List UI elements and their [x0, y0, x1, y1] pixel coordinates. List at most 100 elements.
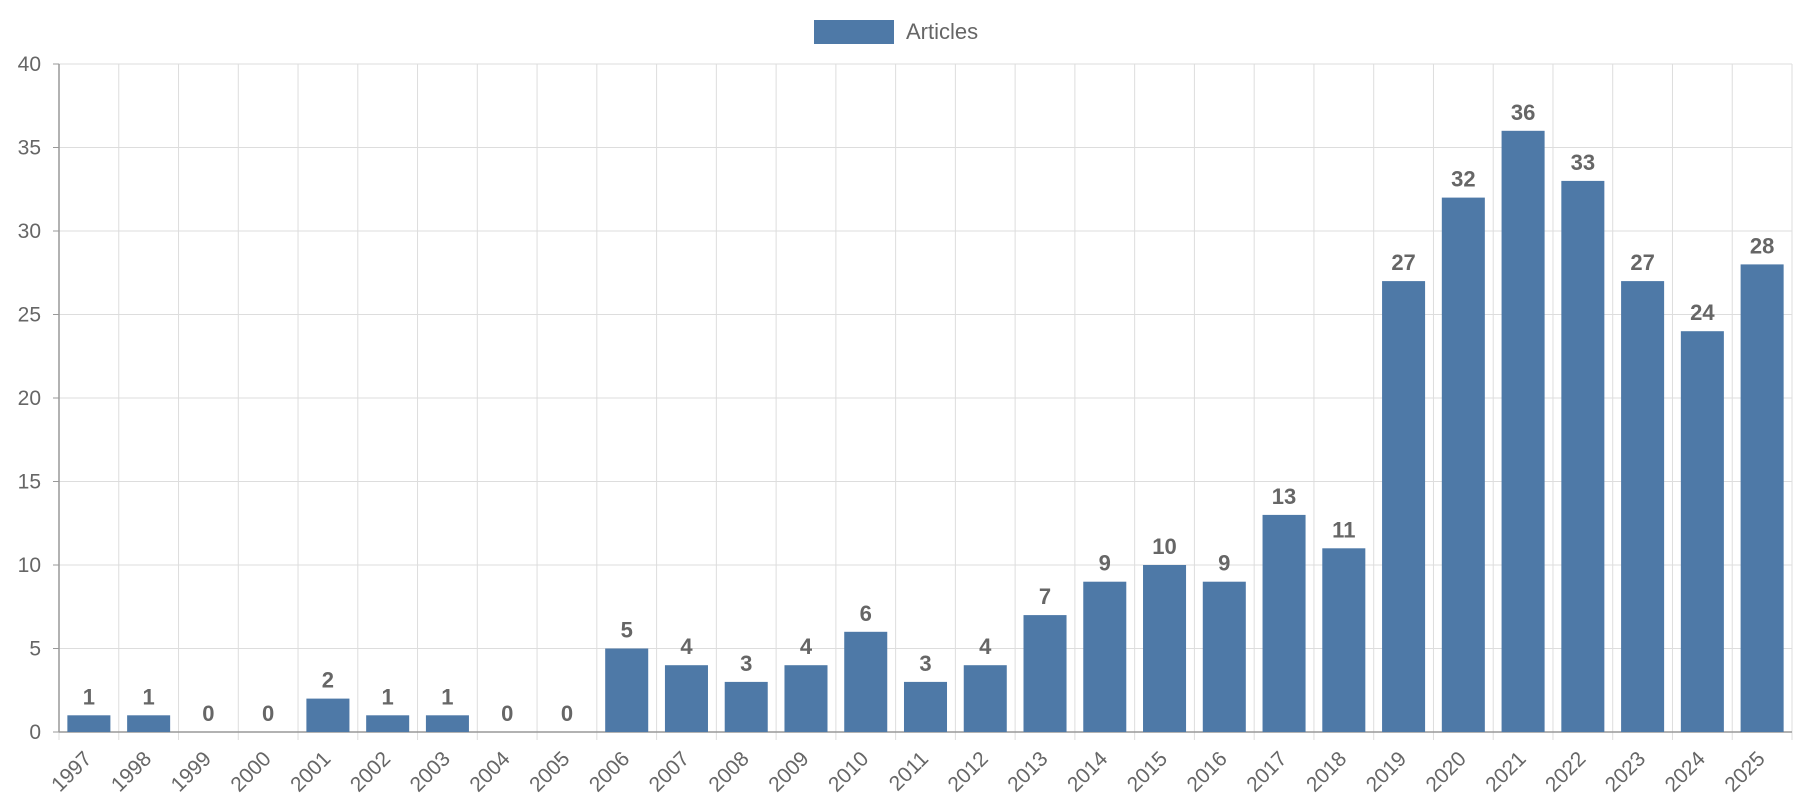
bar[interactable]: [664, 665, 708, 732]
data-label: 1: [382, 684, 394, 709]
data-label: 2: [322, 668, 334, 693]
x-tick-label: 2004: [465, 747, 515, 797]
x-tick-label: 2001: [286, 747, 335, 796]
data-label: 7: [1039, 584, 1051, 609]
data-label: 36: [1511, 100, 1535, 125]
bar[interactable]: [1262, 514, 1306, 732]
x-tick-label: 2018: [1302, 747, 1351, 796]
x-tick-label: 2021: [1481, 747, 1530, 796]
bar[interactable]: [1680, 331, 1724, 732]
data-label: 11: [1332, 517, 1355, 542]
bar[interactable]: [784, 665, 828, 732]
bar[interactable]: [127, 715, 171, 732]
bar[interactable]: [1143, 565, 1187, 732]
x-tick-label: 1999: [167, 747, 216, 796]
y-tick-label: 35: [18, 137, 41, 160]
y-tick-label: 40: [18, 53, 41, 76]
x-tick-label: 2013: [1003, 747, 1052, 796]
data-label: 4: [979, 634, 992, 659]
data-label: 6: [860, 601, 872, 626]
x-tick-label: 2011: [885, 747, 933, 795]
bar[interactable]: [67, 715, 111, 732]
bar[interactable]: [1382, 281, 1426, 732]
data-label: 3: [919, 651, 931, 676]
x-tick-label: 2022: [1541, 747, 1590, 796]
x-tick-label: 2000: [226, 747, 275, 796]
bars: [67, 130, 1784, 733]
x-tick-label: 2023: [1601, 747, 1650, 796]
x-tick-label: 2005: [525, 747, 574, 796]
data-label: 28: [1750, 233, 1774, 258]
x-tick-label: 2016: [1183, 747, 1232, 796]
data-label: 27: [1630, 250, 1654, 275]
bar[interactable]: [1023, 615, 1067, 732]
bar[interactable]: [1322, 548, 1366, 732]
legend-swatch: [814, 20, 894, 44]
x-tick-label: 2009: [764, 747, 813, 796]
bar[interactable]: [366, 715, 410, 732]
x-tick-label: 2002: [346, 747, 395, 796]
bar[interactable]: [844, 631, 888, 732]
x-tick-label: 2020: [1422, 747, 1471, 796]
data-label: 0: [561, 701, 573, 726]
x-tick-label: 2006: [585, 747, 634, 796]
y-tick-label: 20: [18, 387, 41, 410]
y-tick-label: 25: [18, 304, 41, 327]
data-label: 32: [1451, 167, 1475, 192]
data-label: 0: [501, 701, 513, 726]
data-label: 5: [621, 618, 633, 643]
bar[interactable]: [1441, 197, 1485, 733]
data-label: 4: [680, 634, 693, 659]
x-tick-label: 2014: [1063, 747, 1113, 797]
bar[interactable]: [1501, 130, 1545, 733]
data-label: 33: [1571, 150, 1595, 175]
bar[interactable]: [1202, 581, 1246, 732]
data-label: 1: [441, 684, 453, 709]
x-tick-label: 1998: [107, 747, 156, 796]
y-tick-label: 30: [18, 220, 41, 243]
bar[interactable]: [306, 698, 350, 732]
data-label: 13: [1272, 484, 1296, 509]
x-tick-label: 2008: [704, 747, 753, 796]
data-label: 4: [800, 634, 813, 659]
bar[interactable]: [963, 665, 1007, 732]
data-label: 10: [1152, 534, 1176, 559]
bar[interactable]: [1740, 264, 1784, 732]
data-label: 27: [1391, 250, 1415, 275]
x-tick-label: 2007: [645, 747, 694, 796]
bar[interactable]: [903, 681, 948, 732]
legend[interactable]: Articles: [814, 19, 978, 44]
y-tick-label: 0: [29, 721, 41, 744]
y-tick-label: 15: [18, 471, 41, 494]
data-label: 0: [262, 701, 274, 726]
bar[interactable]: [605, 648, 649, 733]
bar[interactable]: [1083, 581, 1127, 732]
data-label: 0: [202, 701, 214, 726]
y-tick-label: 5: [29, 638, 41, 661]
bar[interactable]: [724, 681, 768, 732]
legend-label: Articles: [906, 19, 978, 44]
data-label: 1: [83, 684, 95, 709]
data-label: 9: [1099, 551, 1111, 576]
bar[interactable]: [425, 715, 469, 732]
x-tick-label: 2024: [1661, 747, 1711, 797]
x-tick-label: 2012: [943, 747, 992, 796]
grid: [58, 63, 1793, 740]
x-tick-label: 2025: [1720, 747, 1769, 796]
x-tick-label: 2015: [1123, 747, 1172, 796]
data-label: 24: [1690, 300, 1715, 325]
bar[interactable]: [1621, 281, 1665, 732]
x-tick-label: 2003: [406, 747, 455, 796]
x-tick-label: 2017: [1242, 747, 1291, 796]
x-tick-label: 2019: [1362, 747, 1411, 796]
data-label: 3: [740, 651, 752, 676]
y-tick-label: 10: [18, 554, 41, 577]
data-label: 9: [1218, 551, 1230, 576]
x-tick-label: 1997: [47, 747, 96, 796]
x-tick-label: 2010: [824, 747, 873, 796]
data-label: 1: [143, 684, 155, 709]
bar[interactable]: [1561, 180, 1605, 732]
